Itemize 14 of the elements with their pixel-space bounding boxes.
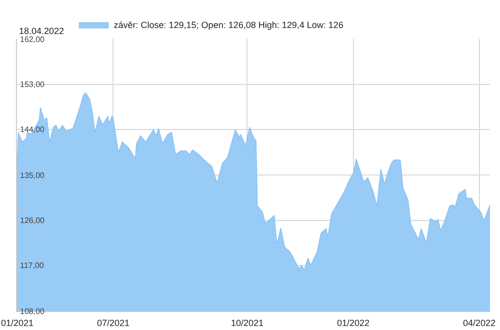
x-tick-label: 10/2021 — [231, 318, 264, 328]
y-tick-label: 153,00 — [20, 80, 46, 89]
y-tick-label: 108,00 — [20, 307, 46, 316]
y-tick-label: 144,00 — [20, 125, 46, 134]
x-tick-label: 01/2022 — [337, 318, 370, 328]
y-tick-label: 135,00 — [20, 171, 46, 180]
y-tick-label: 126,00 — [20, 216, 46, 225]
y-tick-label: 117,00 — [20, 261, 44, 270]
legend-label: závěr: Close: 129,15; Open: 126,08 High: 129,4 Low: 126 — [114, 20, 344, 30]
x-tick-label: 07/2021 — [97, 318, 130, 328]
y-tick-label: 162,00 — [20, 35, 46, 44]
x-tick-label: 01/2021 — [1, 318, 34, 328]
text: 18.04.2022 — [19, 26, 64, 36]
x-tick-label: 04/2022 — [463, 318, 496, 328]
